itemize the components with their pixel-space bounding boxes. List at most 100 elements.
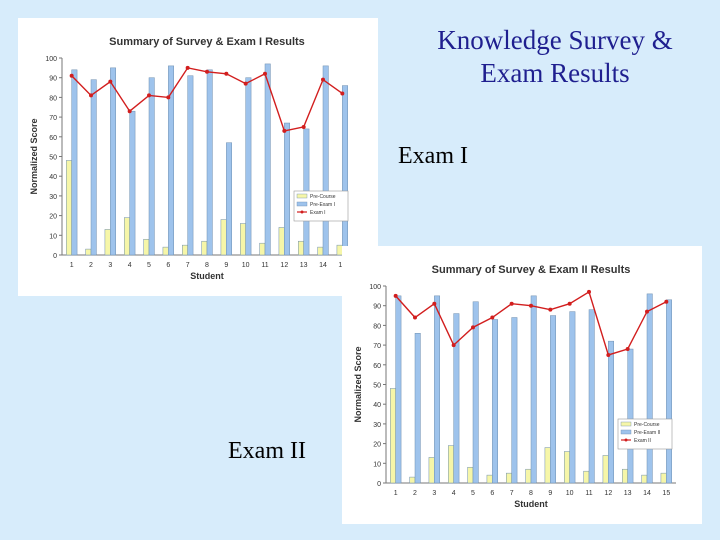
exam1-bar-pre-exam-i <box>110 67 116 256</box>
exam1-line-point <box>340 91 345 96</box>
exam1-line-point <box>224 71 229 76</box>
exam2-bar-pre-exam-ii <box>414 333 421 484</box>
exam1-line-point <box>89 93 93 98</box>
exam1-y-label: Normalized Score <box>29 118 39 194</box>
exam2-bar-pre-course <box>564 451 570 484</box>
exam1-bar-pre-exam-i <box>90 79 97 256</box>
exam1-line-point <box>321 77 325 82</box>
exam1-y-tick-label: 80 <box>49 95 57 102</box>
exam1-title: Summary of Survey & Exam I Results <box>109 36 305 48</box>
exam1-y-tick-label: 50 <box>49 155 57 162</box>
exam1-x-tick-label: 9 <box>224 262 228 269</box>
exam1-x-tick-label: 5 <box>147 262 151 269</box>
exam1-line-point <box>263 71 267 76</box>
exam1-bar-pre-course <box>201 240 208 256</box>
exam2-line-point <box>606 352 611 357</box>
exam1-bar-pre-exam-i <box>284 122 290 256</box>
exam2-label: Exam II <box>228 438 306 464</box>
exam2-bar-pre-exam-ii <box>569 311 576 484</box>
exam2-bar-pre-course <box>506 472 512 484</box>
exam2-legend-swatch <box>620 429 632 435</box>
exam1-bar-pre-course <box>182 244 188 256</box>
exam2-bar-pre-course <box>660 472 667 484</box>
exam1-bar-pre-exam-i <box>168 65 174 256</box>
exam2-line-point <box>393 293 398 298</box>
exam2-x-tick-label: 14 <box>643 490 651 497</box>
exam1-bar-pre-course <box>259 242 266 256</box>
exam1-x-tick-label: 1 <box>70 262 74 269</box>
exam2-y-tick-label: 60 <box>373 363 381 370</box>
exam2-line-point <box>645 309 649 314</box>
exam2-bar-pre-course <box>428 457 435 484</box>
exam1-bar-pre-exam-i <box>342 85 348 256</box>
exam2-bar-pre-exam-ii <box>588 309 595 484</box>
exam2-x-tick-label: 13 <box>624 490 632 497</box>
exam1-label: Exam I <box>398 143 468 169</box>
exam2-x-label: Student <box>514 499 548 509</box>
exam2-legend-label: Pre-Exam II <box>634 430 660 436</box>
exam2-bar-pre-exam-ii <box>511 317 518 484</box>
exam1-legend-swatch <box>296 193 308 199</box>
exam2-x-tick-label: 6 <box>490 490 494 497</box>
exam1-line-point <box>147 93 151 98</box>
exam1-y-tick-label: 0 <box>53 253 57 260</box>
exam2-bar-pre-exam-ii <box>434 295 440 484</box>
exam1-x-tick-label: 6 <box>166 262 170 269</box>
exam2-y-tick-label: 40 <box>373 402 381 409</box>
exam2-chart-svg: Summary of Survey & Exam II Results 0 10 20… <box>353 264 676 509</box>
exam2-x-tick-label: 2 <box>413 490 417 497</box>
exam1-bar-pre-course <box>240 223 246 256</box>
exam2-x-tick-label: 3 <box>432 490 436 497</box>
exam2-x-tick-label: 15 <box>662 490 670 497</box>
exam1-x-tick-label: 2 <box>89 262 93 269</box>
exam1-x-tick-label: 12 <box>280 262 288 269</box>
exam1-bar-pre-exam-i <box>245 77 252 256</box>
exam2-y-tick-label: 10 <box>373 461 381 468</box>
exam1-bar-pre-exam-i <box>226 142 232 256</box>
exam1-line-point <box>301 124 306 129</box>
exam1-x-label: Student <box>190 271 224 281</box>
exam1-line-point <box>185 65 190 70</box>
exam1-y-tick-label: 70 <box>49 115 57 122</box>
exam1-y-tick-label: 100 <box>45 56 57 63</box>
exam1-legend-swatch <box>296 201 308 207</box>
exam1-bar-pre-exam-i <box>187 75 194 256</box>
exam2-bar-pre-exam-ii <box>666 299 672 484</box>
exam2-y-tick-label: 70 <box>373 343 381 350</box>
slide-title: Knowledge Survey & Exam Results <box>400 24 710 90</box>
exam2-line-point <box>625 347 630 352</box>
exam1-bar-pre-exam-i <box>264 63 271 256</box>
exam1-bar-pre-course <box>104 229 111 256</box>
exam2-bar-pre-course <box>583 470 590 484</box>
exam1-bar-pre-course <box>298 240 304 256</box>
exam1-y-tick-label: 40 <box>49 174 57 181</box>
exam1-bar-pre-course <box>124 217 130 256</box>
exam1-chart-svg: Summary of Survey & Exam I Results 0 10 20 3… <box>29 36 352 281</box>
exam1-x-tick-label: 14 <box>319 262 327 269</box>
exam2-x-tick-label: 9 <box>548 490 552 497</box>
exam2-x-tick-label: 5 <box>471 490 475 497</box>
exam1-x-tick-label: 3 <box>108 262 112 269</box>
exam2-bar-pre-course <box>409 476 416 484</box>
exam1-x-tick-label: 10 <box>242 262 250 269</box>
exam1-bar-pre-course <box>317 246 324 256</box>
exam2-y-tick-label: 0 <box>377 481 381 488</box>
exam1-line-point <box>243 81 248 86</box>
exam1-line-point <box>282 128 287 133</box>
exam2-y-tick-label: 80 <box>373 323 381 330</box>
exam1-legend-label: Pre-Exam I <box>310 202 335 208</box>
exam2-bar-pre-course <box>525 468 532 484</box>
exam1-y-tick-label: 30 <box>49 194 57 201</box>
exam1-chart: Summary of Survey & Exam I Results 0 10 20 3… <box>18 18 378 296</box>
exam2-line-point <box>567 301 572 306</box>
exam2-line-point <box>664 299 669 304</box>
exam1-bar-pre-course <box>66 160 72 256</box>
exam2-line-point <box>451 343 456 348</box>
exam2-line-point <box>471 325 475 330</box>
exam1-x-tick-label: 11 <box>261 262 268 269</box>
exam2-bar-pre-course <box>486 474 493 484</box>
exam1-line-point <box>166 95 171 100</box>
exam1-line-point <box>69 73 74 78</box>
exam2-legend-swatch <box>620 421 632 427</box>
exam1-x-tick-label: 4 <box>128 262 132 269</box>
